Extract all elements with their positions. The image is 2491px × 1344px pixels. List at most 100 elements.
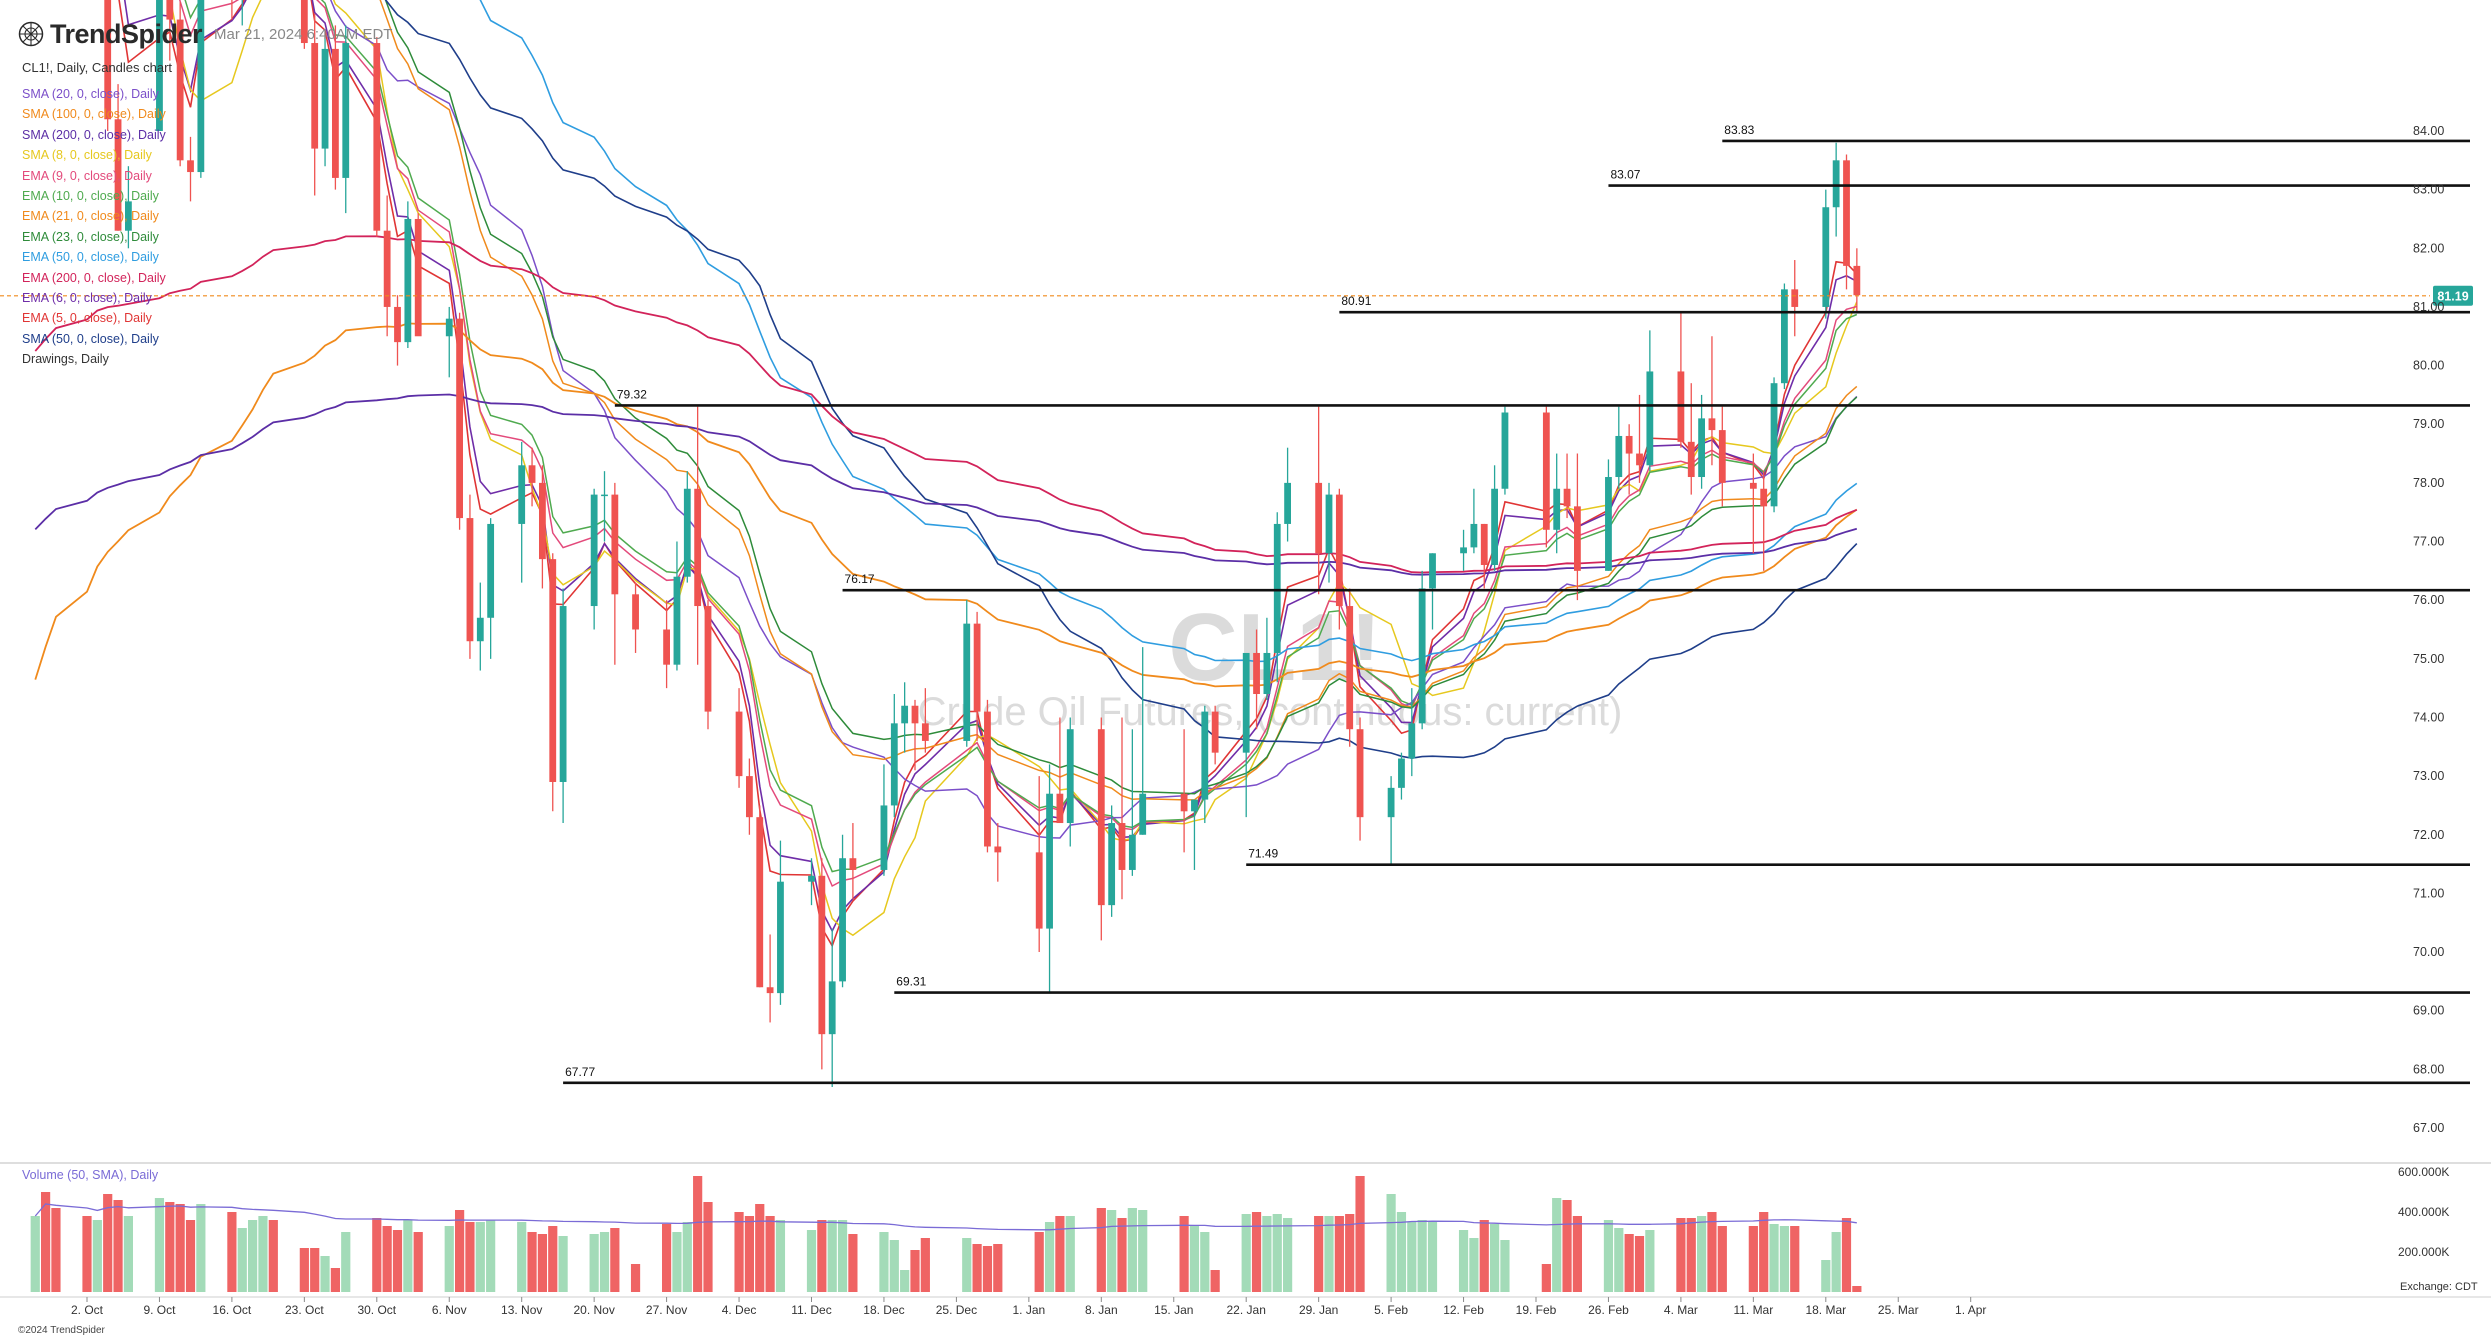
candle bbox=[694, 406, 702, 665]
volume-bar bbox=[1841, 1218, 1852, 1292]
legend-item[interactable]: Drawings, Daily bbox=[22, 352, 109, 367]
candle bbox=[1718, 406, 1726, 507]
volume-bar bbox=[537, 1234, 547, 1292]
candle bbox=[735, 688, 743, 788]
candle bbox=[1408, 688, 1416, 777]
candle bbox=[1035, 776, 1043, 953]
ema-50-line bbox=[479, 0, 1858, 663]
time-tick-label: 22. Jan bbox=[1227, 1303, 1266, 1317]
volume-tick-label: 600.000K bbox=[2398, 1165, 2449, 1179]
legend-item[interactable]: EMA (21, 0, close), Daily bbox=[22, 209, 159, 224]
volume-bar bbox=[320, 1256, 330, 1292]
volume-bar bbox=[972, 1244, 982, 1292]
volume-bar bbox=[1044, 1222, 1055, 1292]
price-tick-label: 73.00 bbox=[2413, 769, 2444, 783]
price-tick-label: 72.00 bbox=[2413, 828, 2444, 842]
candle bbox=[1553, 453, 1561, 554]
price-level[interactable]: 76.17 bbox=[842, 572, 2470, 592]
legend-item[interactable]: SMA (200, 0, close), Daily bbox=[22, 127, 166, 142]
volume-bar bbox=[1779, 1226, 1789, 1292]
price-tick-label: 69.00 bbox=[2413, 1004, 2444, 1018]
price-level[interactable]: 80.91 bbox=[1339, 294, 2470, 314]
exchange-label: Exchange: CDT bbox=[2400, 1281, 2478, 1293]
volume-bar bbox=[1314, 1216, 1324, 1292]
volume-bar bbox=[92, 1220, 102, 1292]
volume-axis: 200.000K 400.000K 600.000K bbox=[2398, 1165, 2449, 1259]
volume-bar bbox=[806, 1230, 817, 1292]
price-tick-label: 81.00 bbox=[2413, 300, 2444, 314]
volume-tick-label: 200.000K bbox=[2398, 1245, 2449, 1259]
candle bbox=[1108, 805, 1116, 917]
legend-item[interactable]: EMA (50, 0, close), Daily bbox=[22, 250, 159, 265]
candle bbox=[1542, 406, 1550, 548]
price-level[interactable]: 83.83 bbox=[1722, 123, 2470, 143]
price-tick-label: 70.00 bbox=[2413, 945, 2444, 959]
candle bbox=[1563, 453, 1571, 519]
time-tick-label: 18. Dec bbox=[863, 1303, 904, 1317]
legend-item[interactable]: EMA (5, 0, close), Daily bbox=[22, 311, 152, 326]
price-level[interactable]: 71.49 bbox=[1246, 847, 2470, 866]
time-tick-label: 27. Nov bbox=[646, 1303, 687, 1317]
legend-item[interactable]: EMA (10, 0, close), Daily bbox=[22, 189, 159, 204]
watermark-name: Crude Oil Futures, (continuous: current) bbox=[918, 690, 1623, 734]
legend-item[interactable]: SMA (20, 0, close), Daily bbox=[22, 87, 159, 101]
candle bbox=[125, 166, 132, 249]
volume-bar bbox=[227, 1212, 237, 1292]
candle bbox=[756, 805, 764, 988]
volume-bar bbox=[1417, 1220, 1427, 1292]
candle bbox=[601, 471, 608, 542]
volume-bar bbox=[258, 1216, 268, 1292]
candle bbox=[1118, 717, 1126, 900]
candle bbox=[1625, 424, 1633, 495]
volume-bar bbox=[1034, 1232, 1044, 1292]
price-level[interactable]: 69.31 bbox=[894, 975, 2470, 994]
volume-bar bbox=[1717, 1226, 1727, 1292]
volume-bar bbox=[413, 1232, 423, 1292]
candle bbox=[1273, 512, 1281, 683]
candle bbox=[1636, 394, 1643, 483]
volume-bar bbox=[900, 1270, 910, 1292]
candle bbox=[1843, 154, 1850, 290]
time-tick-label: 19. Feb bbox=[1516, 1303, 1557, 1317]
ema-5-line bbox=[118, 0, 1858, 948]
candle bbox=[528, 447, 536, 507]
candle bbox=[849, 823, 857, 900]
candle bbox=[1480, 523, 1488, 589]
volume-bar bbox=[558, 1236, 568, 1292]
candle bbox=[673, 541, 681, 671]
price-level[interactable]: 67.77 bbox=[563, 1065, 2470, 1085]
candle bbox=[539, 465, 546, 589]
volume-bar bbox=[465, 1222, 475, 1292]
volume-bar bbox=[1614, 1228, 1624, 1292]
volume-bar bbox=[662, 1224, 672, 1292]
time-axis[interactable]: 2. Oct 9. Oct 16. Oct 23. Oct 30. Oct 6. Nov 1… bbox=[0, 1296, 2491, 1317]
volume-bar bbox=[1386, 1194, 1396, 1292]
legend-item[interactable]: SMA (50, 0, close), Daily bbox=[22, 331, 159, 346]
time-tick-label: 20. Nov bbox=[573, 1303, 614, 1317]
legend-item[interactable]: SMA (100, 0, close), Daily bbox=[22, 107, 166, 122]
candle bbox=[559, 588, 567, 824]
time-tick-label: 4. Mar bbox=[1664, 1303, 1698, 1317]
volume-bar bbox=[1852, 1286, 1862, 1292]
sma-200-line bbox=[34, 393, 1858, 576]
volume-bar bbox=[1355, 1176, 1365, 1292]
candle bbox=[590, 488, 598, 630]
volume-bar bbox=[1831, 1232, 1841, 1292]
symbol-line[interactable]: CL1!, Daily, Candles chart bbox=[22, 60, 173, 75]
candle bbox=[1605, 459, 1612, 571]
legend-item[interactable]: EMA (200, 0, close), Daily bbox=[22, 270, 166, 285]
price-axis[interactable]: 67.00 68.00 69.00 70.00 71.00 72.00 73.00 74.00… bbox=[0, 124, 2491, 1164]
volume-bar bbox=[703, 1202, 713, 1292]
price-level[interactable]: 83.07 bbox=[1608, 168, 2470, 187]
volume-legend[interactable]: Volume (50, SMA), Daily bbox=[22, 1168, 159, 1182]
legend-item[interactable]: SMA (8, 0, close), Daily bbox=[22, 148, 152, 163]
price-level[interactable]: 79.32 bbox=[614, 387, 2470, 407]
legend-item[interactable]: EMA (9, 0, close), Daily bbox=[22, 168, 152, 183]
legend-item[interactable]: EMA (23, 0, close), Daily bbox=[22, 229, 159, 244]
price-level-label: 80.91 bbox=[1341, 294, 1371, 308]
volume-bar bbox=[1634, 1236, 1645, 1292]
legend-item[interactable]: EMA (6, 0, close), Daily bbox=[22, 291, 152, 306]
volume-bar bbox=[734, 1212, 744, 1292]
